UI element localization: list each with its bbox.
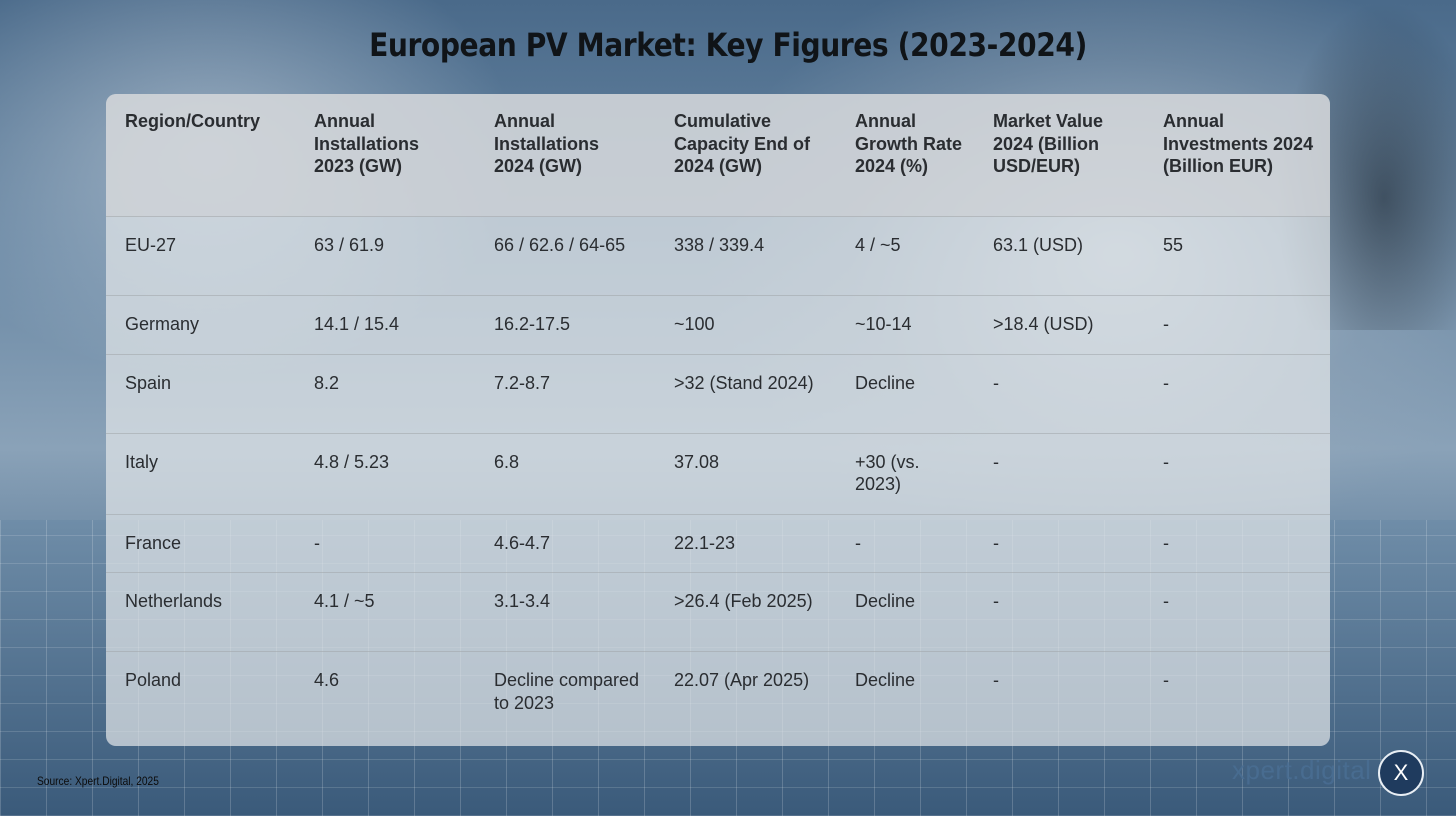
cell-market-value: - [974, 513, 1144, 573]
cell-cumulative-capacity: 22.07 (Apr 2025) [655, 651, 836, 732]
cell-market-value: - [974, 432, 1144, 514]
cell-market-value: 63.1 (USD) [974, 216, 1144, 296]
cell-installations-2024: 3.1-3.4 [475, 572, 655, 652]
cell-installations-2024: 7.2-8.7 [475, 353, 655, 433]
cell-market-value: - [974, 651, 1144, 732]
cell-investments: 55 [1144, 216, 1330, 296]
cell-installations-2024: 66 / 62.6 / 64-65 [475, 216, 655, 296]
cell-installations-2023: 4.6 [295, 651, 475, 732]
header-region: Region/Country [106, 94, 295, 217]
cell-region: Italy [106, 432, 295, 514]
cell-installations-2023: 14.1 / 15.4 [295, 295, 475, 354]
cell-cumulative-capacity: 338 / 339.4 [655, 216, 836, 296]
cell-installations-2024: Decline compared to 2023 [475, 651, 655, 732]
table-row: Italy 4.8 / 5.23 6.8 37.08 +30 (vs. 2023… [106, 432, 1330, 514]
table-row: EU-27 63 / 61.9 66 / 62.6 / 64-65 338 / … [106, 216, 1330, 296]
cell-market-value: - [974, 353, 1144, 433]
table-row: France - 4.6-4.7 22.1-23 - - - [106, 513, 1330, 573]
cell-investments: - [1144, 651, 1330, 732]
cell-installations-2023: 8.2 [295, 353, 475, 433]
cell-region: Poland [106, 651, 295, 732]
cell-cumulative-capacity: >26.4 (Feb 2025) [655, 572, 836, 652]
header-investments: Annual Investments 2024 (Billion EUR) [1144, 94, 1330, 217]
brand-wordmark[interactable]: xpert.digital [1232, 755, 1372, 785]
cell-cumulative-capacity: 22.1-23 [655, 513, 836, 573]
cell-installations-2023: 4.1 / ~5 [295, 572, 475, 652]
cell-cumulative-capacity: 37.08 [655, 432, 836, 514]
header-installations-2023: Annual Installations 2023 (GW) [295, 94, 475, 217]
cell-region: Germany [106, 295, 295, 354]
cell-region: France [106, 513, 295, 573]
table-header-row: Region/Country Annual Installations 2023… [106, 94, 1330, 217]
cell-region: EU-27 [106, 216, 295, 296]
pv-market-table: Region/Country Annual Installations 2023… [106, 94, 1330, 732]
header-market-value: Market Value 2024 (Billion USD/EUR) [974, 94, 1144, 217]
cell-investments: - [1144, 513, 1330, 573]
cell-installations-2023: 4.8 / 5.23 [295, 432, 475, 514]
cell-installations-2024: 16.2-17.5 [475, 295, 655, 354]
cell-installations-2023: - [295, 513, 475, 573]
cell-investments: - [1144, 295, 1330, 354]
cell-cumulative-capacity: ~100 [655, 295, 836, 354]
cell-growth-rate: - [836, 513, 974, 573]
cell-growth-rate: +30 (vs. 2023) [836, 432, 974, 514]
table-row: Poland 4.6 Decline compared to 2023 22.0… [106, 651, 1330, 732]
cell-growth-rate: Decline [836, 572, 974, 652]
cell-investments: - [1144, 353, 1330, 433]
header-growth-rate: Annual Growth Rate 2024 (%) [836, 94, 974, 217]
cell-investments: - [1144, 432, 1330, 514]
table-row: Netherlands 4.1 / ~5 3.1-3.4 >26.4 (Feb … [106, 572, 1330, 652]
table-row: Germany 14.1 / 15.4 16.2-17.5 ~100 ~10-1… [106, 295, 1330, 354]
brand-logo-badge[interactable]: X [1378, 750, 1424, 796]
header-installations-2024: Annual Installations 2024 (GW) [475, 94, 655, 217]
cell-growth-rate: ~10-14 [836, 295, 974, 354]
header-cumulative-capacity: Cumulative Capacity End of 2024 (GW) [655, 94, 836, 217]
table-row: Spain 8.2 7.2-8.7 >32 (Stand 2024) Decli… [106, 353, 1330, 433]
cell-growth-rate: 4 / ~5 [836, 216, 974, 296]
cell-growth-rate: Decline [836, 353, 974, 433]
cell-market-value: >18.4 (USD) [974, 295, 1144, 354]
cell-installations-2023: 63 / 61.9 [295, 216, 475, 296]
page-title: European PV Market: Key Figures (2023-20… [369, 26, 1087, 64]
cell-region: Spain [106, 353, 295, 433]
cell-installations-2024: 6.8 [475, 432, 655, 514]
cell-region: Netherlands [106, 572, 295, 652]
cell-investments: - [1144, 572, 1330, 652]
cell-growth-rate: Decline [836, 651, 974, 732]
cell-installations-2024: 4.6-4.7 [475, 513, 655, 573]
data-table-card: Region/Country Annual Installations 2023… [106, 94, 1330, 746]
cell-market-value: - [974, 572, 1144, 652]
source-caption: Source: Xpert.Digital, 2025 [37, 774, 159, 788]
cell-cumulative-capacity: >32 (Stand 2024) [655, 353, 836, 433]
